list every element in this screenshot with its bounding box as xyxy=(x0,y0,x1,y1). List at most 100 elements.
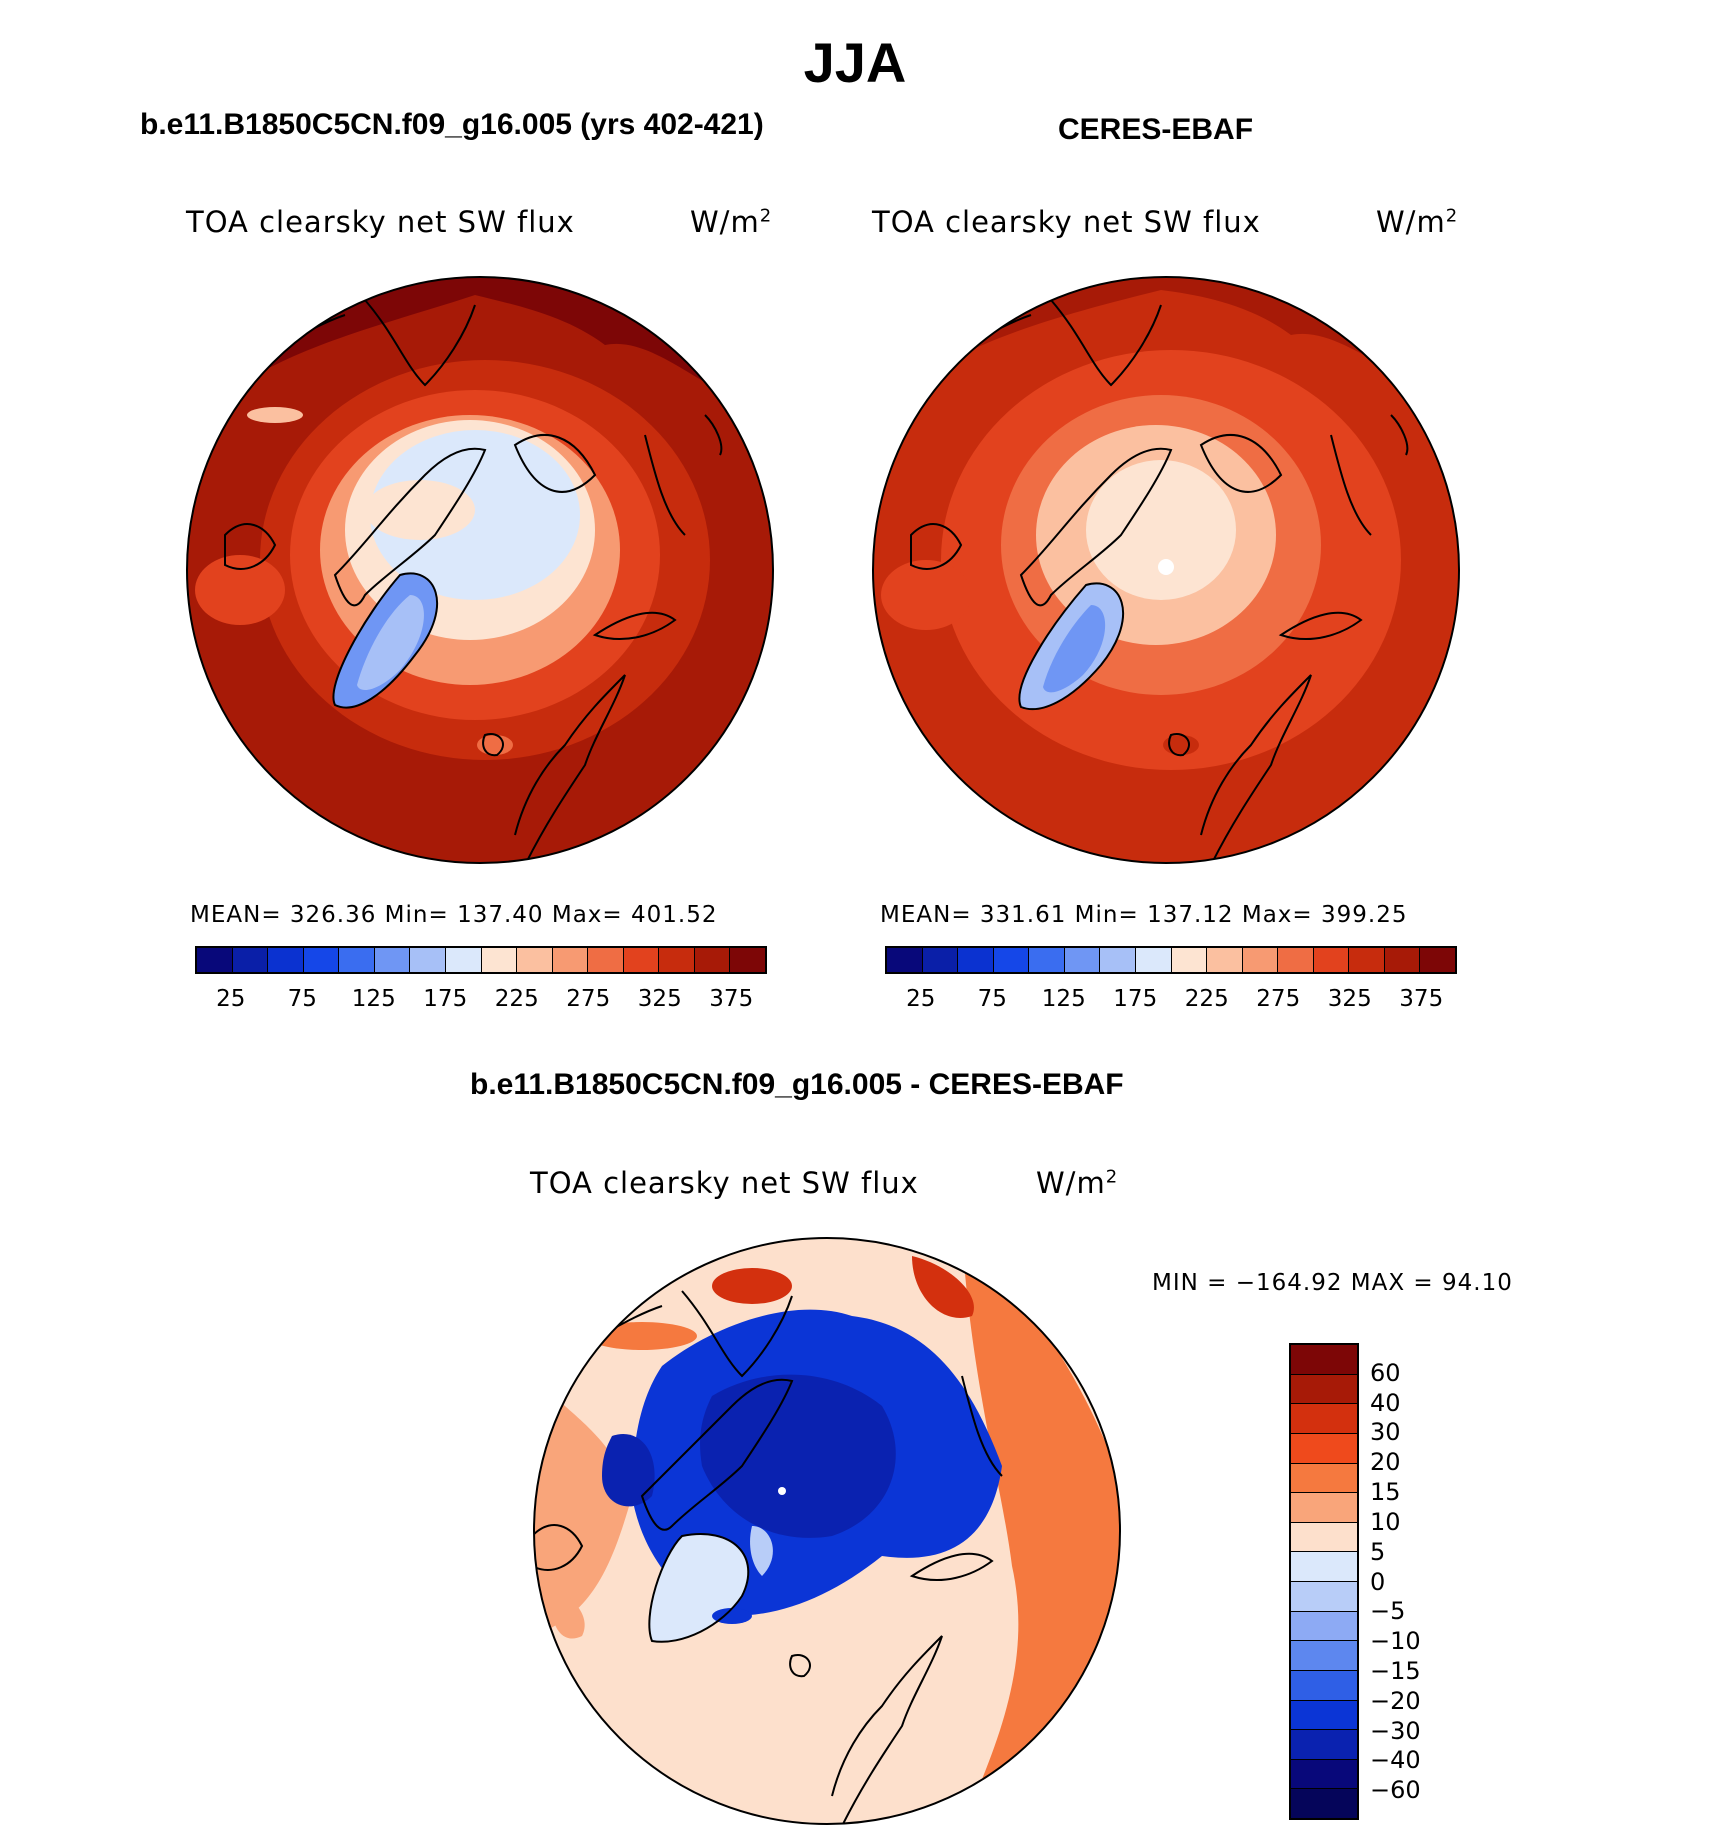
right-stats: MEAN= 331.61 Min= 137.12 Max= 399.25 xyxy=(880,902,1408,928)
colorbar-swatch xyxy=(1291,1582,1357,1612)
colorbar-tick-label: 325 xyxy=(1327,986,1372,1012)
colorbar-swatch xyxy=(1291,1641,1357,1671)
colorbar-swatch xyxy=(268,948,304,972)
colorbar-tick-label: 175 xyxy=(423,986,468,1012)
colorbar-swatch xyxy=(552,948,589,972)
colorbar-swatch xyxy=(517,948,553,972)
colorbar-tick-label: 175 xyxy=(1113,986,1158,1012)
colorbar-tick-label: 375 xyxy=(709,986,754,1012)
diff-colorbar-ticks: 60 40 30 20 15 10 5 0 −5 −10 −15 −20 −30 −40 −60 xyxy=(1370,1343,1490,1820)
colorbar-swatch xyxy=(958,948,994,972)
left-polar-map xyxy=(186,276,774,864)
colorbar-tick-label: −20 xyxy=(1370,1686,1421,1715)
colorbar-swatch xyxy=(1291,1789,1357,1818)
colorbar-tick-label: 125 xyxy=(351,986,396,1012)
colorbar-swatch xyxy=(1291,1404,1357,1434)
colorbar-tick-label: 225 xyxy=(1184,986,1229,1012)
left-case-title: b.e11.B1850C5CN.f09_g16.005 (yrs 402-421… xyxy=(140,108,764,141)
colorbar-tick-label: −30 xyxy=(1370,1716,1421,1745)
colorbar-swatch xyxy=(730,948,765,972)
colorbar-swatch xyxy=(1242,948,1279,972)
colorbar-tick-label: 75 xyxy=(977,986,1007,1012)
colorbar-swatch xyxy=(623,948,660,972)
colorbar-swatch xyxy=(445,948,482,972)
colorbar-swatch xyxy=(1313,948,1350,972)
figure-title: JJA xyxy=(803,31,907,94)
colorbar-swatch xyxy=(410,948,446,972)
colorbar-swatch xyxy=(1291,1759,1357,1790)
colorbar-swatch xyxy=(1291,1433,1357,1464)
colorbar-tick-label: 275 xyxy=(566,986,611,1012)
colorbar-swatch xyxy=(1291,1374,1357,1405)
colorbar-tick-label: 5 xyxy=(1370,1537,1386,1566)
colorbar-swatch xyxy=(887,948,923,972)
left-colorbar xyxy=(195,946,767,974)
diff-polar-map xyxy=(533,1237,1121,1825)
colorbar-swatch xyxy=(1171,948,1208,972)
colorbar-tick-label: −60 xyxy=(1370,1776,1421,1805)
colorbar-tick-label: 20 xyxy=(1370,1448,1401,1477)
colorbar-swatch xyxy=(1029,948,1065,972)
colorbar-tick-label: 75 xyxy=(287,986,317,1012)
right-units-label: W/m2 xyxy=(1376,205,1459,239)
colorbar-tick-label: 25 xyxy=(216,986,246,1012)
colorbar-swatch xyxy=(481,948,518,972)
colorbar-swatch xyxy=(232,948,269,972)
colorbar-swatch xyxy=(1291,1463,1357,1494)
colorbar-tick-label: 325 xyxy=(637,986,682,1012)
colorbar-swatch xyxy=(1064,948,1101,972)
colorbar-tick-label: 125 xyxy=(1041,986,1086,1012)
colorbar-tick-label: 60 xyxy=(1370,1358,1401,1387)
diff-case-title: b.e11.B1850C5CN.f09_g16.005 - CERES-EBAF xyxy=(470,1068,1124,1101)
colorbar-tick-label: 15 xyxy=(1370,1478,1401,1507)
colorbar-swatch xyxy=(1291,1670,1357,1701)
colorbar-tick-label: 10 xyxy=(1370,1507,1401,1536)
colorbar-swatch xyxy=(588,948,624,972)
colorbar-swatch xyxy=(694,948,731,972)
diff-stats: MIN = −164.92 MAX = 94.10 xyxy=(1152,1270,1513,1296)
colorbar-swatch xyxy=(993,948,1030,972)
colorbar-swatch xyxy=(1291,1522,1357,1553)
left-colorbar-ticks: 25 75 125 175 225 275 325 375 xyxy=(195,986,767,1016)
left-units-label: W/m2 xyxy=(690,205,773,239)
colorbar-swatch xyxy=(197,948,233,972)
colorbar-swatch xyxy=(1291,1493,1357,1523)
right-case-title: CERES-EBAF xyxy=(1058,113,1254,146)
colorbar-tick-label: −40 xyxy=(1370,1746,1421,1775)
colorbar-swatch xyxy=(659,948,695,972)
colorbar-tick-label: −5 xyxy=(1370,1597,1406,1626)
colorbar-tick-label: −15 xyxy=(1370,1656,1421,1685)
colorbar-tick-label: 375 xyxy=(1399,986,1444,1012)
right-colorbar xyxy=(885,946,1457,974)
right-colorbar-ticks: 25 75 125 175 225 275 325 375 xyxy=(885,986,1457,1016)
diff-variable-label: TOA clearsky net SW flux xyxy=(530,1166,919,1200)
left-stats: MEAN= 326.36 Min= 137.40 Max= 401.52 xyxy=(190,902,718,928)
colorbar-tick-label: 40 xyxy=(1370,1388,1401,1417)
colorbar-swatch xyxy=(1291,1611,1357,1642)
colorbar-swatch xyxy=(1349,948,1385,972)
colorbar-tick-label: −10 xyxy=(1370,1627,1421,1656)
diff-units-label: W/m2 xyxy=(1036,1166,1119,1200)
colorbar-swatch xyxy=(1100,948,1136,972)
right-variable-label: TOA clearsky net SW flux xyxy=(872,205,1261,239)
colorbar-swatch xyxy=(1420,948,1455,972)
colorbar-swatch xyxy=(1384,948,1421,972)
colorbar-tick-label: 30 xyxy=(1370,1418,1401,1447)
colorbar-swatch xyxy=(1278,948,1314,972)
colorbar-tick-label: 275 xyxy=(1256,986,1301,1012)
colorbar-swatch xyxy=(1291,1730,1357,1760)
colorbar-tick-label: 0 xyxy=(1370,1567,1386,1596)
colorbar-swatch xyxy=(1207,948,1243,972)
diff-colorbar xyxy=(1289,1343,1359,1820)
colorbar-swatch xyxy=(1291,1552,1357,1582)
colorbar-swatch xyxy=(339,948,375,972)
colorbar-swatch xyxy=(1291,1345,1357,1375)
colorbar-tick-label: 25 xyxy=(906,986,936,1012)
colorbar-swatch xyxy=(1135,948,1172,972)
colorbar-swatch xyxy=(303,948,340,972)
right-polar-map xyxy=(872,276,1460,864)
colorbar-swatch xyxy=(922,948,959,972)
colorbar-swatch xyxy=(1291,1700,1357,1731)
colorbar-swatch xyxy=(374,948,411,972)
left-variable-label: TOA clearsky net SW flux xyxy=(186,205,575,239)
